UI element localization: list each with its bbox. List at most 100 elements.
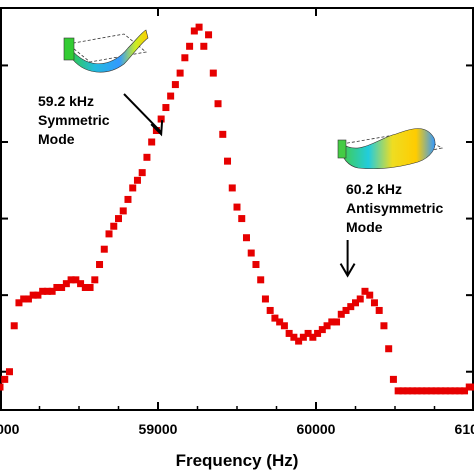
data-point — [257, 276, 265, 284]
data-point — [195, 23, 203, 31]
data-point — [115, 215, 122, 223]
data-point — [181, 54, 189, 62]
data-point — [427, 387, 435, 395]
data-point — [0, 383, 4, 391]
annotation-symmetric-text: Symmetric — [38, 112, 110, 128]
data-point — [437, 387, 445, 395]
data-point — [242, 234, 250, 242]
data-point — [62, 280, 70, 288]
data-point — [370, 299, 378, 307]
antisymmetric-mode-shape-inset — [337, 128, 444, 170]
data-point — [347, 303, 355, 311]
data-point — [171, 81, 179, 89]
data-point — [247, 249, 255, 257]
data-point — [399, 387, 407, 395]
annotation-symmetric-text: 59.2 kHz — [38, 93, 94, 109]
data-point — [337, 310, 345, 318]
axes: 58000 59000 60000 61000 Frequency (Hz) — [0, 7, 474, 470]
data-point — [323, 322, 331, 330]
data-point — [451, 387, 459, 395]
data-point — [77, 280, 85, 288]
data-point — [43, 287, 51, 295]
data-point — [375, 306, 383, 314]
x-axis-label: Frequency (Hz) — [176, 451, 299, 470]
data-point — [24, 295, 32, 303]
data-point — [361, 287, 369, 295]
annotation-symmetric-arrow — [123, 93, 162, 133]
data-point — [389, 375, 397, 383]
data-point — [299, 333, 307, 341]
data-point — [176, 69, 184, 77]
data-markers — [0, 23, 474, 395]
data-point — [91, 276, 99, 284]
data-point — [418, 387, 426, 395]
data-point — [314, 329, 322, 337]
data-point — [252, 261, 260, 269]
data-point — [209, 69, 217, 77]
x-tick-label: 61000 — [455, 421, 474, 437]
data-point — [446, 387, 454, 395]
data-point — [58, 283, 66, 291]
data-point — [423, 387, 431, 395]
data-point — [5, 368, 13, 376]
annotation-antisymmetric-text: 60.2 kHz — [346, 181, 402, 197]
annotation-antisymmetric-text: Mode — [346, 219, 383, 235]
data-point — [129, 184, 137, 192]
data-point — [238, 215, 246, 223]
data-point — [157, 115, 165, 123]
data-point — [67, 276, 75, 284]
data-point — [408, 387, 416, 395]
data-point — [342, 306, 350, 314]
data-point — [214, 100, 222, 108]
data-point — [280, 322, 288, 330]
data-point — [271, 314, 279, 322]
data-point — [285, 329, 293, 337]
data-point — [328, 318, 336, 326]
data-point — [81, 283, 89, 291]
annotation-symmetric-text: Mode — [38, 131, 75, 147]
data-point — [432, 387, 440, 395]
annotations: 59.2 kHz Symmetric Mode 60.2 kHz Antisymmetr… — [38, 93, 443, 278]
data-point — [48, 287, 56, 295]
data-point — [162, 104, 170, 112]
data-point — [290, 333, 298, 341]
data-point — [224, 157, 232, 165]
data-point — [15, 299, 23, 307]
data-point — [1, 375, 9, 383]
data-point — [276, 318, 284, 326]
data-point — [356, 295, 364, 303]
data-point — [366, 291, 374, 299]
data-point — [119, 207, 127, 215]
data-point — [96, 261, 104, 269]
data-point — [413, 387, 421, 395]
data-point — [205, 31, 213, 39]
data-point — [100, 245, 108, 253]
data-point — [304, 329, 312, 337]
data-point — [29, 291, 37, 299]
data-point — [394, 387, 402, 395]
data-point — [186, 42, 194, 50]
data-point — [233, 203, 241, 211]
data-point — [124, 195, 132, 203]
data-point — [138, 169, 146, 177]
data-point — [333, 318, 341, 326]
data-point — [105, 230, 113, 238]
data-point — [266, 306, 274, 314]
x-tick-label: 60000 — [297, 421, 336, 437]
data-point — [461, 387, 469, 395]
data-point — [456, 387, 464, 395]
data-point — [295, 337, 303, 345]
x-tick-label: 58000 — [0, 421, 20, 437]
data-point — [228, 184, 236, 192]
data-point — [352, 299, 359, 307]
data-point — [53, 283, 61, 291]
data-point — [385, 345, 393, 353]
data-point — [318, 326, 326, 334]
data-point — [309, 333, 317, 341]
data-point — [442, 387, 450, 395]
data-point — [470, 383, 474, 391]
data-point — [133, 176, 141, 184]
x-tick-label: 59000 — [139, 421, 178, 437]
data-point — [190, 27, 198, 35]
